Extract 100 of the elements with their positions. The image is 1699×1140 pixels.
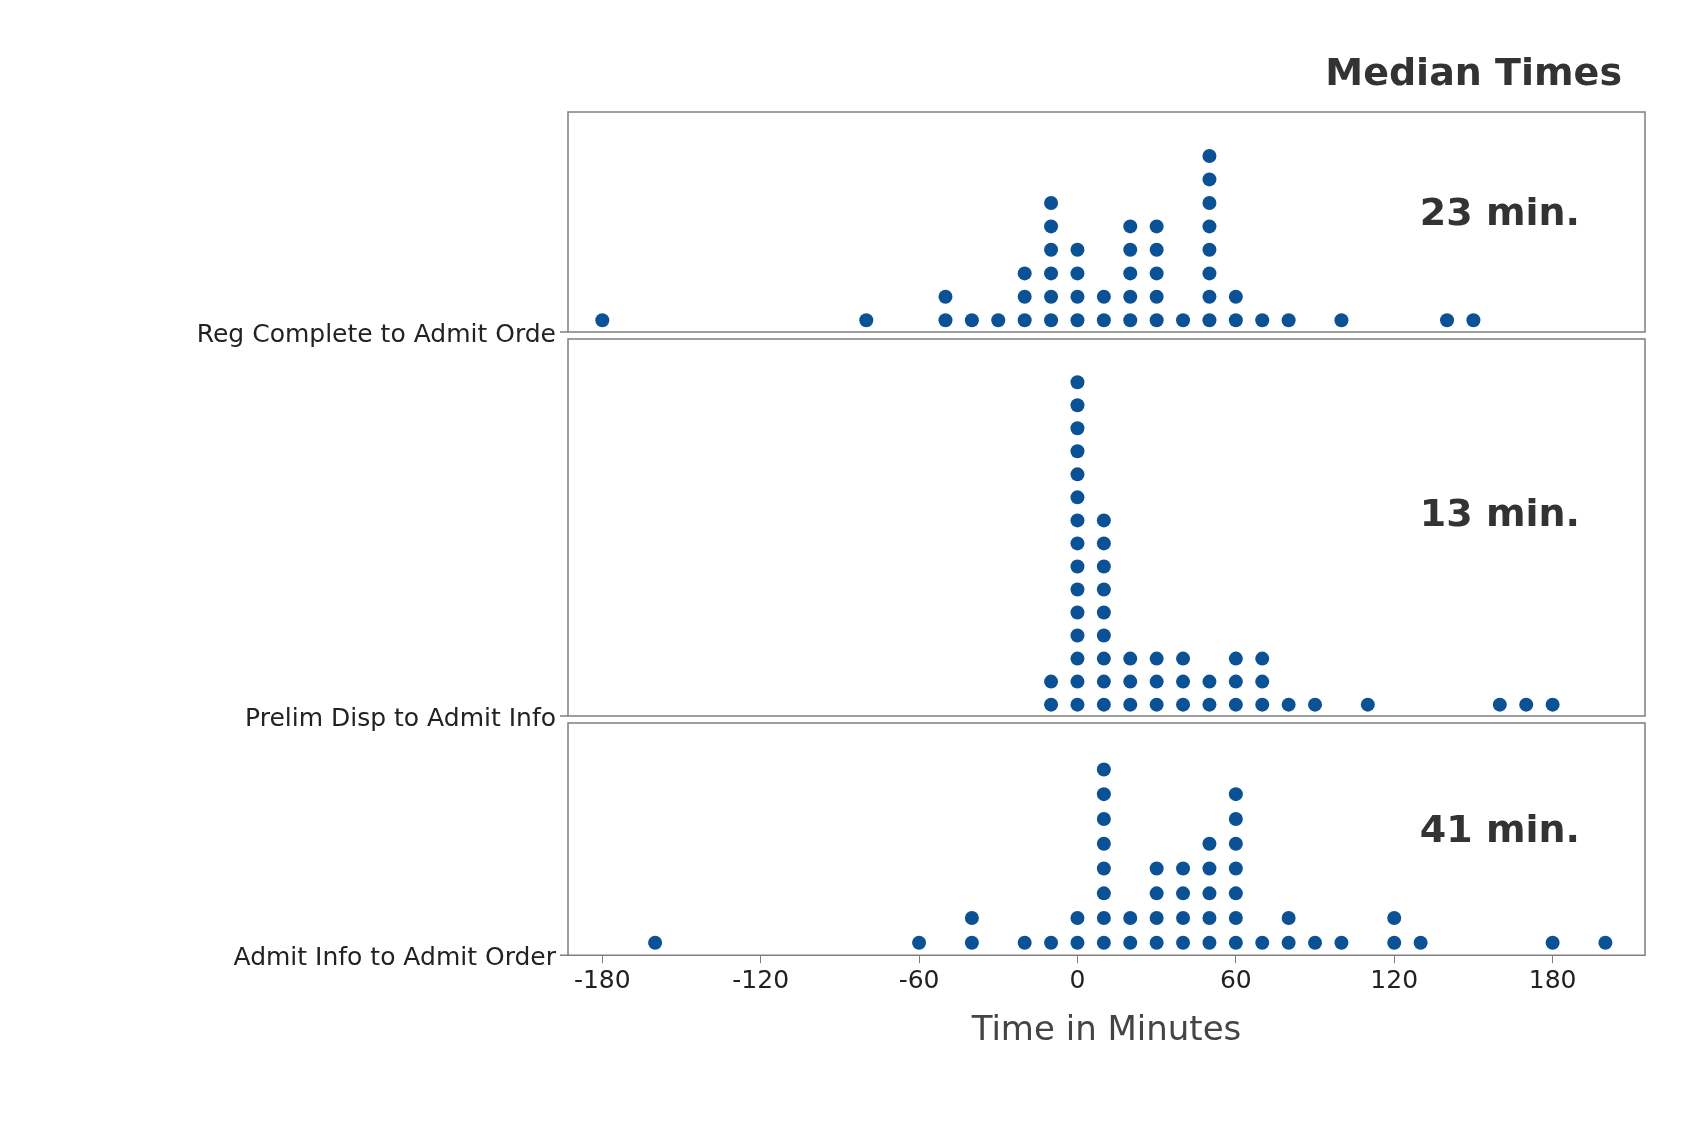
- point: [1096, 911, 1111, 926]
- y-axis-title: Prelim Disp to Admit Info: [245, 702, 556, 732]
- point: [1202, 313, 1217, 328]
- point: [1176, 911, 1191, 926]
- point: [1255, 697, 1270, 712]
- annotation: 41 min.: [1419, 807, 1580, 852]
- x-tick-label: 60: [1219, 964, 1252, 994]
- chart-title: Median Times: [1325, 50, 1622, 94]
- point: [1096, 289, 1111, 304]
- point: [1070, 444, 1085, 459]
- point: [1281, 935, 1296, 950]
- point: [1598, 935, 1613, 950]
- point: [1123, 935, 1138, 950]
- point: [938, 289, 953, 304]
- point: [1545, 935, 1560, 950]
- point: [1123, 242, 1138, 257]
- point: [1070, 289, 1085, 304]
- x-tick-label: 120: [1370, 964, 1419, 994]
- point: [1123, 651, 1138, 666]
- point: [1070, 375, 1085, 390]
- point: [1044, 935, 1059, 950]
- point: [1255, 651, 1270, 666]
- point: [1202, 219, 1217, 234]
- point: [1228, 651, 1243, 666]
- point: [1123, 266, 1138, 281]
- point: [1070, 559, 1085, 574]
- point: [1149, 674, 1164, 689]
- point: [1176, 674, 1191, 689]
- point: [1149, 697, 1164, 712]
- point: [912, 935, 927, 950]
- point: [1070, 582, 1085, 597]
- point: [1044, 242, 1059, 257]
- point: [1202, 195, 1217, 210]
- point: [1096, 513, 1111, 528]
- point: [1149, 242, 1164, 257]
- x-tick-label: 180: [1528, 964, 1577, 994]
- point: [1228, 812, 1243, 827]
- x-tick-label: 0: [1069, 964, 1086, 994]
- point: [1176, 697, 1191, 712]
- point: [1123, 289, 1138, 304]
- point: [1255, 674, 1270, 689]
- point: [1096, 787, 1111, 802]
- point: [1096, 628, 1111, 643]
- point: [1149, 886, 1164, 901]
- point: [1096, 812, 1111, 827]
- point: [1044, 219, 1059, 234]
- point: [1017, 266, 1032, 281]
- point: [1070, 467, 1085, 482]
- point: [1202, 911, 1217, 926]
- point: [1044, 674, 1059, 689]
- point: [1228, 886, 1243, 901]
- point: [1149, 219, 1164, 234]
- point: [1202, 242, 1217, 257]
- point: [1096, 674, 1111, 689]
- point: [1228, 935, 1243, 950]
- point: [1070, 628, 1085, 643]
- point: [1070, 421, 1085, 436]
- point: [1017, 313, 1032, 328]
- point: [859, 313, 874, 328]
- point: [1070, 536, 1085, 551]
- point: [1202, 861, 1217, 876]
- point: [1176, 651, 1191, 666]
- point: [1070, 651, 1085, 666]
- point: [1096, 582, 1111, 597]
- point: [1096, 762, 1111, 777]
- point: [1202, 886, 1217, 901]
- point: [1176, 861, 1191, 876]
- point: [1149, 289, 1164, 304]
- point: [1228, 861, 1243, 876]
- annotation: 13 min.: [1419, 491, 1580, 536]
- point: [1281, 697, 1296, 712]
- point: [1202, 289, 1217, 304]
- point: [1096, 536, 1111, 551]
- point: [648, 935, 663, 950]
- point: [1228, 787, 1243, 802]
- point: [1070, 266, 1085, 281]
- point: [1202, 697, 1217, 712]
- point: [1044, 195, 1059, 210]
- point: [1255, 313, 1270, 328]
- point: [595, 313, 610, 328]
- point: [1096, 861, 1111, 876]
- point: [1070, 313, 1085, 328]
- y-axis-title: Admit Info to Admit Order: [233, 941, 557, 971]
- point: [1360, 697, 1375, 712]
- point: [991, 313, 1006, 328]
- point: [1334, 935, 1349, 950]
- point: [1096, 559, 1111, 574]
- point: [1308, 935, 1323, 950]
- point: [1202, 935, 1217, 950]
- point: [1149, 935, 1164, 950]
- point: [1255, 935, 1270, 950]
- point: [1044, 697, 1059, 712]
- point: [1070, 605, 1085, 620]
- x-axis-title: Time in Minutes: [970, 1008, 1242, 1049]
- point: [1281, 313, 1296, 328]
- point: [1123, 313, 1138, 328]
- x-tick-label: -120: [732, 964, 790, 994]
- point: [1228, 911, 1243, 926]
- point: [1044, 289, 1059, 304]
- point: [1176, 935, 1191, 950]
